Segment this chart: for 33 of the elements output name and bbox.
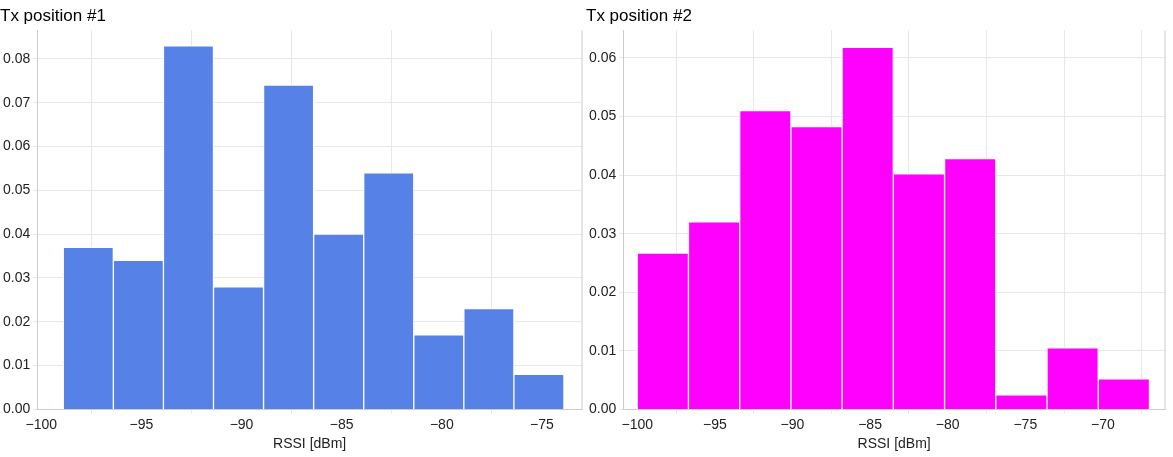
x-tick-label: −70 (1091, 415, 1115, 432)
x-tick-label: −90 (229, 415, 254, 432)
x-tick-label: −80 (935, 415, 960, 432)
y-tick-label: 0.03 (3, 268, 31, 285)
y-tick-label: 0.05 (589, 107, 617, 124)
y-tick-label: 0.00 (3, 400, 31, 417)
x-axis-title: RSSI [dBm] (273, 435, 347, 452)
y-tick-label: 0.04 (3, 225, 31, 241)
chart-title: Tx position #2 (586, 5, 692, 25)
x-tick-label: −75 (1013, 415, 1038, 432)
y-tick-label: 0.00 (589, 400, 617, 417)
y-tick-label: 0.04 (589, 165, 617, 182)
y-tick-label: 0.05 (3, 181, 31, 198)
x-tick-label: −95 (129, 415, 154, 432)
y-tick-label: 0.01 (589, 341, 617, 358)
y-tick-label: 0.01 (3, 356, 31, 373)
x-tick-label: −75 (530, 415, 555, 432)
x-tick-label: −80 (429, 415, 454, 432)
x-tick-label: −85 (329, 415, 354, 432)
y-tick-label: 0.03 (589, 224, 617, 241)
chart-title: Tx position #1 (0, 5, 106, 25)
y-tick-label: 0.06 (589, 48, 617, 65)
x-tick-label: −100 (25, 415, 58, 432)
x-tick-label: −95 (702, 415, 727, 432)
y-tick-label: 0.07 (3, 93, 31, 110)
x-tick-label: −90 (780, 415, 805, 432)
x-tick-label: −85 (858, 415, 883, 432)
x-axis-title: RSSI [dBm] (857, 435, 931, 452)
y-tick-label: 0.08 (3, 49, 31, 66)
y-tick-label: 0.06 (3, 137, 31, 154)
y-tick-label: 0.02 (3, 312, 31, 329)
y-tick-label: 0.02 (589, 283, 617, 300)
x-tick-label: −100 (621, 415, 654, 432)
